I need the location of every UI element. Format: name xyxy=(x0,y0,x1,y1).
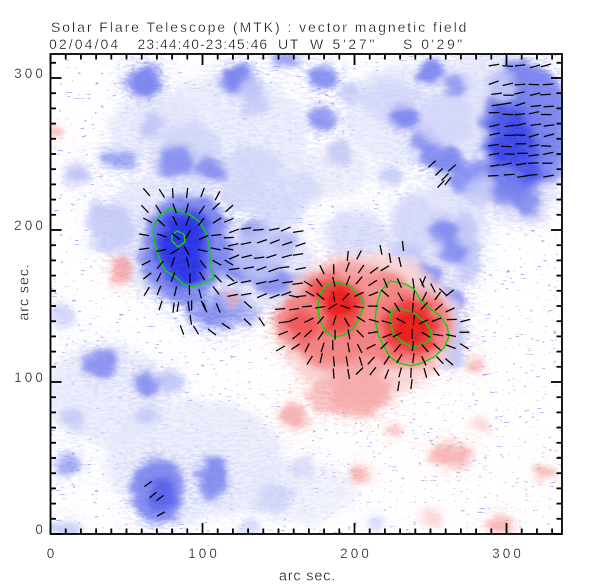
svg-text:arc sec.: arc sec. xyxy=(279,569,336,585)
svg-text:Solar Flare Telescope (MTK) :: Solar Flare Telescope (MTK) : vector mag… xyxy=(51,19,468,35)
svg-text:W 5'27": W 5'27" xyxy=(310,36,377,52)
svg-text:S 0'29": S 0'29" xyxy=(403,36,465,52)
svg-text:200: 200 xyxy=(14,218,46,233)
svg-text:300: 300 xyxy=(492,546,524,561)
svg-text:100: 100 xyxy=(188,546,220,561)
svg-text:arc sec.: arc sec. xyxy=(17,263,33,320)
svg-text:0: 0 xyxy=(35,522,46,537)
svg-text:23:44:40-23:45:46: 23:44:40-23:45:46 xyxy=(138,36,269,52)
svg-text:0: 0 xyxy=(47,546,58,561)
svg-text:100: 100 xyxy=(14,370,46,385)
svg-text:02/04/04: 02/04/04 xyxy=(49,36,120,52)
svg-text:200: 200 xyxy=(340,546,372,561)
svg-text:UT: UT xyxy=(278,36,300,52)
svg-text:300: 300 xyxy=(14,66,46,81)
